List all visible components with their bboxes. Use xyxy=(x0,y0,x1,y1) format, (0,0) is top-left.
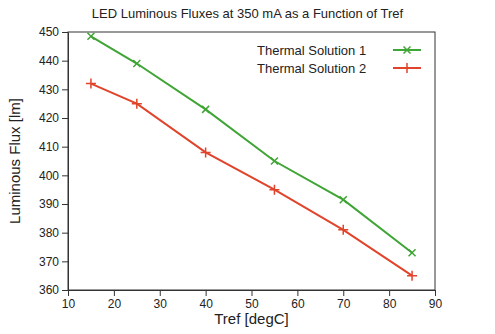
marker xyxy=(202,106,209,113)
tick-label: 50 xyxy=(245,297,259,311)
tick-mark xyxy=(389,290,390,296)
tick-label: 80 xyxy=(383,297,397,311)
tick-label: 450 xyxy=(39,25,59,39)
tick-label: 410 xyxy=(39,140,59,154)
marker xyxy=(133,60,140,67)
legend: Thermal Solution 1 Thermal Solution 2 xyxy=(257,43,421,76)
marker xyxy=(132,99,142,109)
plot: 10 20 30 40 50 60 70 80 90 360 370 380 390 400 410 420 4… xyxy=(39,25,443,310)
tick-label: 430 xyxy=(39,83,59,97)
tick-label: 390 xyxy=(39,197,59,211)
marker xyxy=(409,249,416,256)
tick-mark xyxy=(68,290,69,296)
tick: 380 xyxy=(39,226,68,240)
tick-label: 10 xyxy=(62,297,76,311)
marker xyxy=(340,196,347,203)
legend-label: Thermal Solution 1 xyxy=(257,43,366,58)
tick-label: 60 xyxy=(291,297,305,311)
tick: 30 xyxy=(154,290,168,311)
tick: 450 xyxy=(39,25,68,39)
tick-label: 380 xyxy=(39,226,59,240)
tick: 80 xyxy=(383,290,397,311)
marker xyxy=(87,33,94,40)
legend-marker xyxy=(404,47,411,54)
tick-mark xyxy=(62,290,68,291)
tick-mark xyxy=(435,290,436,296)
tick-label: 370 xyxy=(39,255,59,269)
marker xyxy=(338,225,348,235)
tick-label: 30 xyxy=(154,297,168,311)
tick-mark xyxy=(114,290,115,296)
tick: 440 xyxy=(39,54,68,68)
tick: 10 xyxy=(62,290,76,311)
plot-frame xyxy=(68,32,435,290)
tick: 420 xyxy=(39,111,68,125)
tick-mark xyxy=(62,175,68,176)
tick-mark xyxy=(62,32,68,33)
tick-mark xyxy=(252,290,253,296)
tick: 90 xyxy=(429,290,443,311)
tick: 360 xyxy=(39,283,68,297)
marker xyxy=(201,147,211,157)
tick-mark xyxy=(62,147,68,148)
y-axis: 360 370 380 390 400 410 420 430 440 450 xyxy=(39,25,69,297)
tick: 60 xyxy=(291,290,305,311)
tick-mark xyxy=(62,89,68,90)
tick: 430 xyxy=(39,83,68,97)
marker xyxy=(86,79,96,89)
marker xyxy=(271,158,278,165)
tick-mark xyxy=(62,261,68,262)
legend-marker xyxy=(402,63,412,73)
tick: 20 xyxy=(108,290,122,311)
x-axis: 10 20 30 40 50 60 70 80 90 xyxy=(62,290,443,311)
tick-mark xyxy=(62,233,68,234)
tick: 410 xyxy=(39,140,68,154)
tick-label: 400 xyxy=(39,169,59,183)
chart: 10 20 30 40 50 60 70 80 90 360 370 380 390 400 410 420 4… xyxy=(0,0,495,334)
tick: 50 xyxy=(245,290,259,311)
y-axis-title: Luminous Flux [lm] xyxy=(6,98,23,224)
tick-mark xyxy=(343,290,344,296)
tick: 70 xyxy=(337,290,351,311)
title: LED Luminous Fluxes at 350 mA as a Funct… xyxy=(92,6,404,21)
tick-label: 420 xyxy=(39,111,59,125)
x-axis-title: Tref [degC] xyxy=(214,310,288,327)
marker xyxy=(407,271,417,281)
data-area xyxy=(86,33,417,281)
tick-label: 440 xyxy=(39,54,59,68)
axis-line xyxy=(68,33,69,291)
series-line xyxy=(91,36,412,252)
legend-label: Thermal Solution 2 xyxy=(257,61,366,76)
tick-mark xyxy=(62,118,68,119)
marker xyxy=(269,185,279,195)
tick: 400 xyxy=(39,169,68,183)
tick-mark xyxy=(297,290,298,296)
tick-label: 20 xyxy=(108,297,122,311)
tick-mark xyxy=(206,290,207,296)
tick-mark xyxy=(62,61,68,62)
tick-label: 360 xyxy=(39,283,59,297)
series-line xyxy=(91,84,412,276)
tick: 40 xyxy=(199,290,213,311)
tick-label: 40 xyxy=(199,297,213,311)
tick-label: 90 xyxy=(429,297,443,311)
tick-mark xyxy=(62,204,68,205)
tick-mark xyxy=(160,290,161,296)
tick: 390 xyxy=(39,197,68,211)
tick: 370 xyxy=(39,255,68,269)
tick-label: 70 xyxy=(337,297,351,311)
